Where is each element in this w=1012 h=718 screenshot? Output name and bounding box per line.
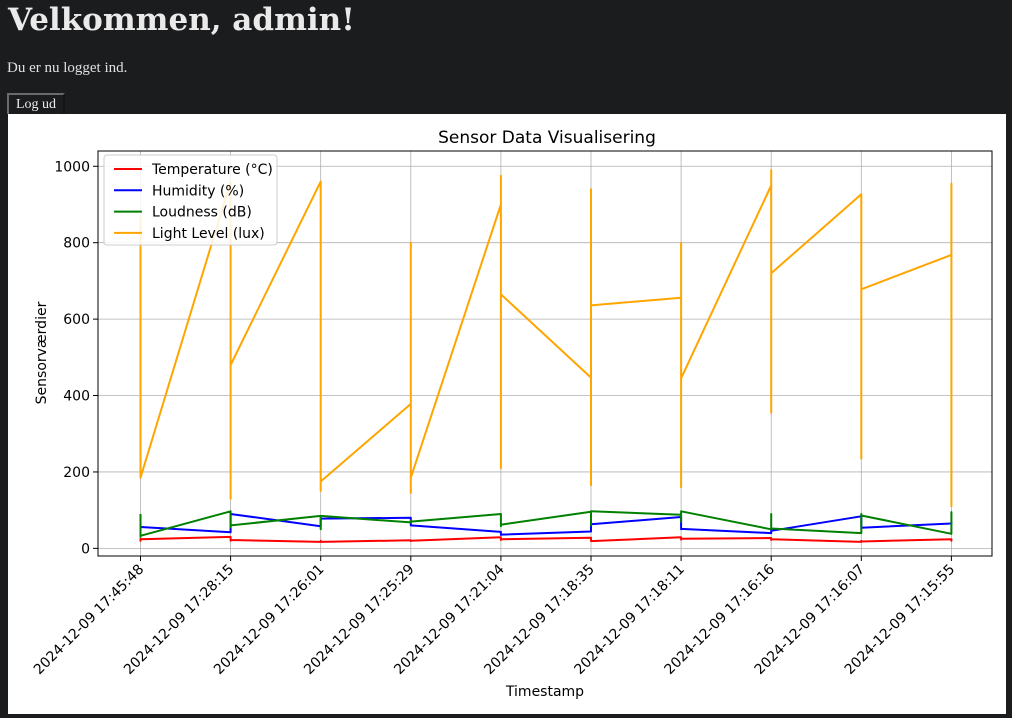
legend: Temperature (°C) Humidity (%) Loudness (dB… xyxy=(103,154,278,246)
x-axis-label: Timestamp xyxy=(505,684,584,700)
series-lines xyxy=(139,169,953,543)
series-line-3 xyxy=(139,510,953,538)
y-axis-label: Sensorværdier xyxy=(34,301,50,404)
plot-frame xyxy=(97,150,993,557)
y-tick-label: 400 xyxy=(63,389,90,405)
login-status-text: Du er nu logget ind. xyxy=(7,60,128,76)
legend-label: Light Level (lux) xyxy=(152,226,265,242)
y-axis: 0 200 400 600 800 1000 xyxy=(54,159,98,557)
page-title: Velkommen, admin! xyxy=(8,2,355,38)
logout-button[interactable]: Log ud xyxy=(7,93,66,114)
y-tick-label: 1000 xyxy=(54,159,90,175)
sensor-data-chart: Sensor Data Visualisering 0 200 400 600 800 1… xyxy=(31,128,993,700)
legend-label: Temperature (°C) xyxy=(151,162,273,178)
sensor-chart-panel: Sensor Data Visualisering 0 200 400 600 800 1… xyxy=(8,114,1006,714)
chart-title: Sensor Data Visualisering xyxy=(438,128,656,148)
legend-label: Loudness (dB) xyxy=(152,205,252,221)
y-tick-label: 800 xyxy=(63,236,90,252)
y-tick-label: 200 xyxy=(63,465,90,481)
y-tick-label: 0 xyxy=(81,541,90,557)
y-tick-label: 600 xyxy=(63,312,90,328)
legend-box xyxy=(103,154,278,246)
series-line-1 xyxy=(139,535,953,543)
series-line-4 xyxy=(139,169,953,508)
legend-label: Humidity (%) xyxy=(152,183,244,199)
